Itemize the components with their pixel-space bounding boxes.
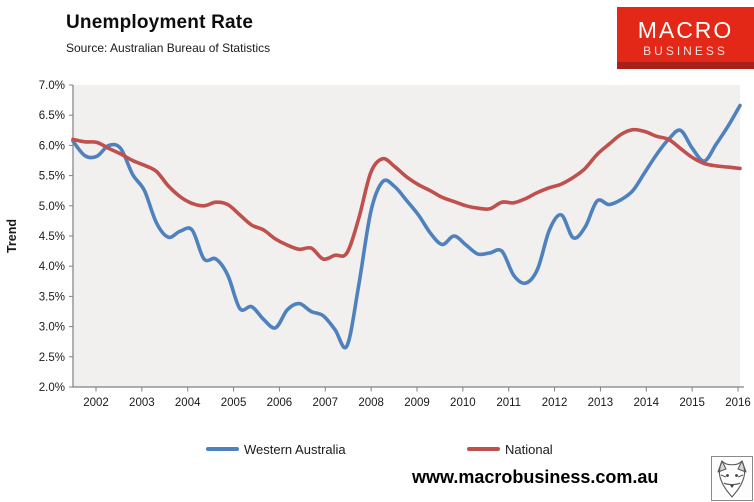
logo-accent-strip xyxy=(617,62,754,69)
source-note: Source: Australian Bureau of Statistics xyxy=(66,41,271,55)
x-tick-label: 2011 xyxy=(496,397,521,409)
logo-text-macro: MACRO xyxy=(637,17,734,43)
unemployment-chart: 7.0% 6.5% 6.0% 5.5% 5.0% 4.5% 4.0% 3.5% 3.0% 2.5%… xyxy=(5,80,751,409)
national-legend-label: National xyxy=(505,441,553,457)
x-tick-label: 2002 xyxy=(83,397,109,409)
x-tick-label: 2005 xyxy=(221,397,247,409)
y-tick-label: 5.5% xyxy=(39,171,65,183)
x-tick-label: 2008 xyxy=(358,397,384,409)
x-tick-label: 2014 xyxy=(633,397,659,409)
wolf-logo xyxy=(711,456,753,501)
y-tick-label: 4.0% xyxy=(39,261,65,273)
western-australia-series-line xyxy=(71,103,742,350)
x-tick-label: 2004 xyxy=(175,397,201,409)
x-tick-label: 2015 xyxy=(679,397,705,409)
plot-background xyxy=(73,85,740,387)
y-tick-label: 7.0% xyxy=(39,80,65,92)
x-tick-label: 2003 xyxy=(129,397,155,409)
logo-text-business: BUSINESS xyxy=(643,44,728,58)
x-tick-label: 2010 xyxy=(450,397,476,409)
y-tick-label: 3.0% xyxy=(39,322,65,334)
wolf-sketch-icon xyxy=(717,459,747,498)
y-tick-label: 2.5% xyxy=(39,352,65,364)
x-tick-label: 2006 xyxy=(267,397,293,409)
y-axis-title: Trend xyxy=(5,219,19,253)
y-tick-label: 6.0% xyxy=(39,140,65,152)
x-tick-label: 2012 xyxy=(542,397,568,409)
national-legend-line-swatch xyxy=(467,447,500,451)
website-url: www.macrobusiness.com.au xyxy=(412,467,659,487)
national-series-line xyxy=(71,127,742,262)
page-title: Unemployment Rate xyxy=(66,12,254,33)
y-tick-label: 3.5% xyxy=(39,291,65,303)
x-tick-label: 2009 xyxy=(404,397,430,409)
wa-legend-line-swatch xyxy=(206,447,239,451)
wa-legend-label: Western Australia xyxy=(244,441,346,457)
y-tick-label: 6.5% xyxy=(39,110,65,122)
x-tick-label: 2007 xyxy=(312,397,338,409)
legend-item-national: National xyxy=(467,441,553,457)
x-tick-label: 2016 xyxy=(725,397,751,409)
macrobusiness-logo: MACRO BUSINESS xyxy=(617,7,754,69)
y-tick-label: 4.5% xyxy=(39,231,65,243)
y-tick-label: 5.0% xyxy=(39,201,65,213)
y-tick-label: 2.0% xyxy=(39,382,65,394)
x-tick-label: 2013 xyxy=(588,397,614,409)
legend-item-western-australia: Western Australia xyxy=(206,441,346,457)
